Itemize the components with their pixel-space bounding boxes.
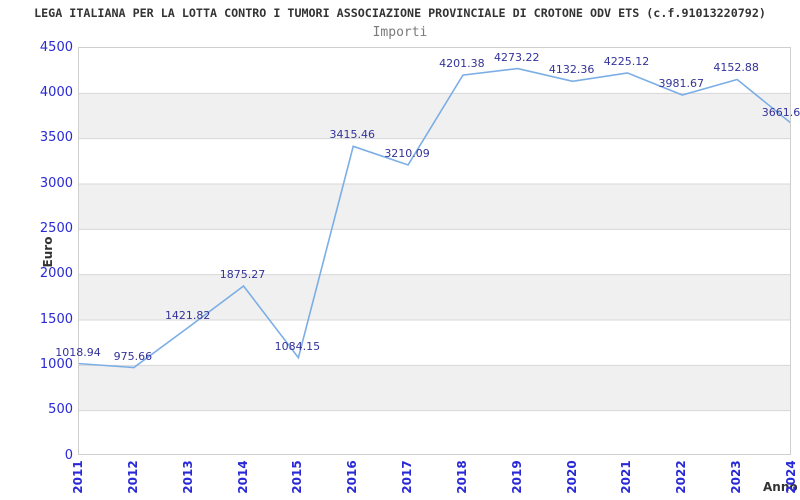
- x-tick-label: 2017: [400, 460, 415, 494]
- x-tick-label: 2016: [345, 460, 360, 494]
- data-point-label: 3415.46: [329, 128, 375, 142]
- x-tick-label: 2021: [619, 460, 634, 494]
- y-tick-label: 1000: [39, 356, 73, 372]
- data-point-label: 4225.12: [603, 54, 650, 68]
- x-tick-label: 2015: [290, 460, 305, 494]
- data-point-label: 975.66: [113, 349, 153, 363]
- y-tick-label: 500: [48, 402, 73, 418]
- y-tick-label: 1500: [39, 311, 73, 327]
- data-point-label: 4273.22: [494, 50, 540, 64]
- data-point-label: 3210.09: [384, 146, 430, 160]
- y-tick-label: 3000: [39, 175, 73, 191]
- line-chart-svg: [79, 67, 790, 412]
- x-tick-label: 2023: [729, 460, 744, 494]
- y-tick-label: 3500: [39, 130, 73, 146]
- x-tick-label: 2013: [180, 460, 195, 494]
- data-point-label: 1875.27: [219, 267, 266, 281]
- plot-band: [79, 365, 790, 411]
- data-point-label: 4132.36: [548, 63, 595, 77]
- x-tick-label: 2011: [71, 460, 85, 494]
- y-tick-label: 2000: [39, 266, 73, 282]
- x-tick-label: 2022: [674, 460, 689, 494]
- chart-subtitle: Importi: [372, 25, 428, 40]
- y-tick-label: 4000: [39, 84, 73, 100]
- data-point-label: 1018.94: [55, 345, 101, 359]
- plot-band: [79, 93, 790, 139]
- x-tick-label: 2018: [454, 460, 469, 494]
- data-point-label: 3981.67: [658, 76, 705, 90]
- plot-area: [78, 47, 791, 455]
- chart-title: LEGA ITALIANA PER LA LOTTA CONTRO I TUMO…: [34, 6, 766, 20]
- data-point-label: 1421.82: [164, 309, 211, 323]
- series-line: [79, 67, 790, 369]
- data-point-label: 4152.88: [713, 61, 759, 75]
- y-tick-label: 4500: [39, 39, 73, 55]
- y-tick-label: 0: [64, 447, 73, 463]
- data-point-label: 3661.6: [761, 106, 800, 119]
- data-point-label: 4201.38: [439, 57, 485, 71]
- y-tick-label: 2500: [39, 220, 73, 236]
- x-axis-title: Anno: [763, 480, 798, 494]
- x-tick-label: 2020: [564, 460, 579, 494]
- x-tick-label: 2019: [509, 460, 524, 494]
- plot-band: [79, 274, 790, 320]
- x-tick-label: 2014: [235, 460, 250, 494]
- data-point-label: 1084.15: [274, 339, 321, 353]
- x-tick-label: 2024: [784, 460, 798, 494]
- plot-band: [79, 184, 790, 230]
- x-tick-label: 2012: [125, 460, 140, 494]
- y-axis-title: Euro: [41, 236, 55, 268]
